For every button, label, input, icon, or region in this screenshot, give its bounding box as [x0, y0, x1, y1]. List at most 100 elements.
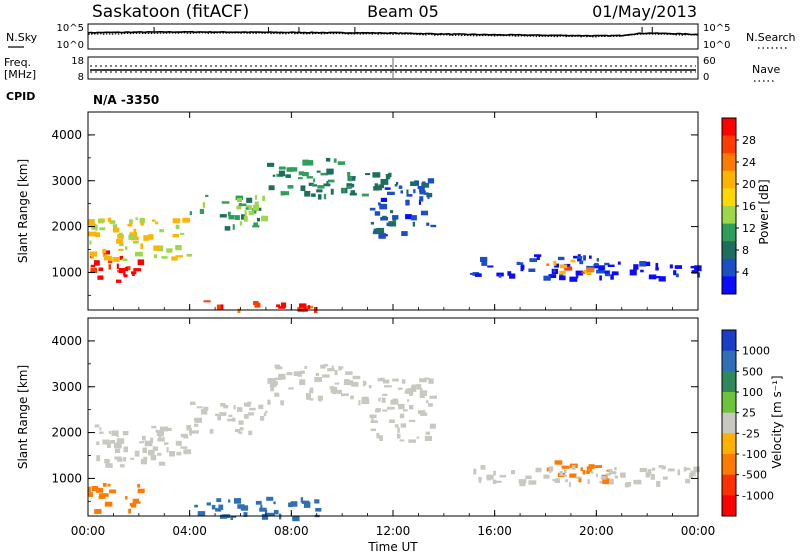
power-cell: [673, 270, 677, 276]
power-cell: [252, 208, 257, 214]
velocity-cell: [561, 465, 570, 469]
velocity-cell: [315, 508, 322, 512]
power-cell: [268, 185, 275, 191]
velocity-y-ticks: 4000 3000 2000 1000: [51, 317, 698, 502]
velocity-cell: [305, 393, 310, 399]
power-cell: [604, 262, 610, 266]
freq-panel-frame: [87, 56, 699, 80]
velocity-cell: [416, 384, 422, 390]
velocity-cell: [148, 449, 155, 456]
power-colorbar-swatch: [722, 135, 736, 154]
power-cell: [118, 248, 124, 251]
noise-sky-line: [87, 30, 699, 37]
velocity-cell: [99, 493, 106, 498]
power-cell: [427, 178, 435, 184]
velocity-colorbar-label: 100: [742, 386, 763, 399]
power-colorbar-swatch: [722, 118, 736, 137]
power-cell: [287, 185, 294, 189]
velocity-cell: [267, 512, 275, 517]
power-cell: [126, 266, 131, 271]
power-cell: [239, 221, 243, 226]
power-cell: [589, 255, 592, 259]
velocity-cell: [104, 501, 113, 507]
power-cell: [285, 174, 291, 178]
velocity-cell: [275, 366, 283, 370]
power-cell: [387, 191, 395, 195]
power-cell: [543, 275, 551, 281]
power-cell: [302, 159, 309, 166]
velocity-cell: [216, 498, 222, 503]
velocity-cell: [480, 465, 486, 470]
velocity-cell: [424, 435, 432, 441]
power-cell: [418, 199, 421, 205]
velocity-cell: [102, 439, 110, 445]
power-cell: [109, 220, 116, 224]
power-colorbar-label: 24: [742, 156, 756, 169]
power-cell: [254, 201, 259, 207]
power-cell: [576, 256, 583, 259]
velocity-cell: [569, 473, 577, 478]
power-cell: [272, 174, 276, 177]
velocity-cell: [382, 393, 388, 396]
power-cell: [405, 214, 412, 220]
power-cell: [252, 204, 259, 211]
power-cell: [159, 229, 164, 233]
velocity-cell: [334, 369, 338, 376]
power-cell: [133, 268, 142, 272]
power-cell: [316, 170, 321, 173]
power-cell: [171, 256, 178, 261]
power-cell: [406, 194, 413, 197]
velocity-cell: [230, 515, 234, 520]
velocity-cell: [639, 467, 647, 473]
velocity-cell: [580, 467, 583, 472]
velocity-cell: [394, 424, 399, 428]
power-cell: [676, 273, 679, 278]
power-cell: [254, 195, 258, 200]
power-cell: [639, 261, 646, 267]
velocity-cell: [304, 365, 308, 369]
velocity-cell: [374, 409, 378, 413]
freq-panel: Freq. [MHz] 18 8 60 0 Nave: [4, 56, 780, 83]
velocity-cell: [88, 486, 91, 493]
velocity-cell: [108, 463, 113, 468]
power-cell: [172, 234, 180, 238]
velocity-cell: [390, 399, 399, 405]
power-cell: [116, 239, 124, 244]
power-cell: [384, 234, 388, 237]
velocity-cell: [133, 501, 141, 504]
power-cell: [98, 267, 104, 271]
velocity-cell: [384, 385, 392, 388]
velocity-cell: [237, 407, 243, 412]
power-cell: [326, 168, 334, 175]
velocity-cell: [183, 449, 192, 455]
power-cell: [583, 255, 586, 261]
velocity-cell: [499, 474, 507, 478]
velocity-cell: [189, 431, 192, 436]
velocity-cell: [156, 430, 164, 437]
velocity-colorbar-swatch: [722, 392, 736, 414]
velocity-cell: [197, 511, 206, 516]
velocity-cell: [408, 419, 416, 422]
velocity-cell: [404, 390, 412, 394]
power-cell: [576, 272, 579, 279]
velocity-colorbar-label: -25: [742, 427, 760, 440]
velocity-cell: [108, 431, 111, 434]
velocity-cell: [645, 472, 650, 478]
power-cell: [427, 195, 430, 199]
power-cell: [135, 251, 143, 257]
power-cell: [246, 197, 253, 203]
power-cell: [559, 270, 566, 275]
power-cell: [586, 272, 592, 275]
power-cell: [245, 207, 249, 210]
velocity-cell: [589, 468, 592, 473]
power-cell: [221, 201, 230, 204]
velocity-cell: [180, 433, 188, 438]
power-cell: [655, 263, 659, 269]
power-cell: [577, 257, 582, 262]
power-cell: [98, 218, 104, 224]
power-cell: [118, 268, 126, 274]
power-cell: [570, 259, 576, 263]
x-tick-label: 00:00: [71, 524, 106, 538]
velocity-cell: [683, 466, 687, 472]
power-cell: [327, 179, 335, 183]
